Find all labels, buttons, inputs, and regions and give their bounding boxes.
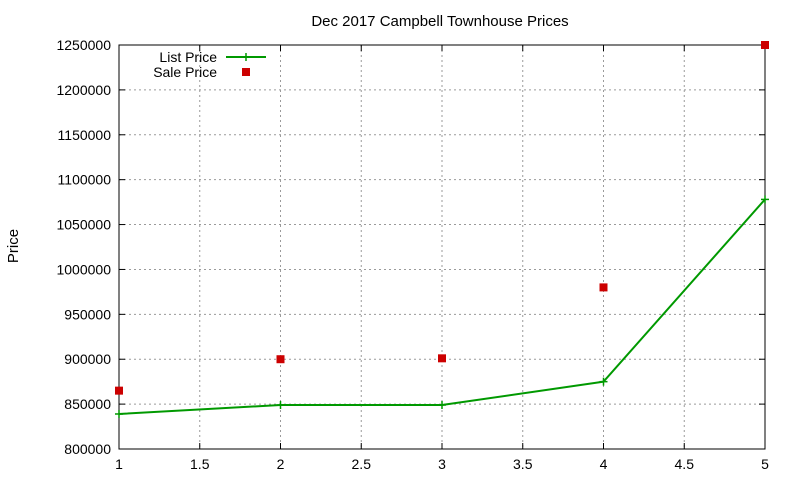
list-price-point <box>115 409 123 418</box>
x-tick-label: 5 <box>761 456 769 472</box>
axis-ticks: 1 1.5 2 2.5 3 3.5 4 4.5 5 800000 850000 900000 95000… <box>56 37 769 472</box>
sale-price-point <box>599 283 608 292</box>
y-tick-label: 1000000 <box>56 261 111 277</box>
x-tick-label: 3.5 <box>513 456 533 472</box>
sale-price-series <box>115 41 769 395</box>
list-price-point <box>276 401 285 410</box>
x-tick-label: 4.5 <box>675 456 695 472</box>
sale-price-point <box>115 386 123 395</box>
x-tick-label: 2 <box>277 456 285 472</box>
x-tick-label: 1 <box>115 456 123 472</box>
y-tick-label: 1200000 <box>56 82 111 98</box>
y-tick-label: 900000 <box>64 351 111 367</box>
legend-marker-list-price <box>242 53 250 61</box>
series-layer <box>115 41 769 418</box>
y-tick-label: 850000 <box>64 396 111 412</box>
list-price-series <box>115 195 769 418</box>
x-tick-label: 2.5 <box>352 456 372 472</box>
sale-price-point <box>761 41 769 49</box>
sale-price-point <box>438 354 446 363</box>
y-tick-label: 950000 <box>64 306 111 322</box>
y-axis-label: Price <box>5 229 22 263</box>
grid-lines <box>119 45 765 449</box>
list-price-point <box>599 377 608 386</box>
plot-frame <box>118 44 766 450</box>
chart-title: Dec 2017 Campbell Townhouse Prices <box>311 13 568 30</box>
legend-marker-sale-price <box>242 68 250 76</box>
legend-label-sale-price: Sale Price <box>153 64 217 80</box>
y-tick-label: 1150000 <box>58 127 112 143</box>
y-tick-label: 800000 <box>64 441 111 457</box>
sale-price-point <box>276 355 285 364</box>
y-tick-label: 1250000 <box>56 37 111 53</box>
y-tick-label: 1050000 <box>56 217 111 233</box>
legend-label-list-price: List Price <box>159 49 217 65</box>
list-price-point <box>438 401 446 410</box>
list-price-point <box>761 195 769 204</box>
x-tick-label: 3 <box>438 456 446 472</box>
x-tick-label: 4 <box>600 456 608 472</box>
x-tick-label: 1.5 <box>190 456 210 472</box>
y-tick-label: 1100000 <box>58 172 112 188</box>
